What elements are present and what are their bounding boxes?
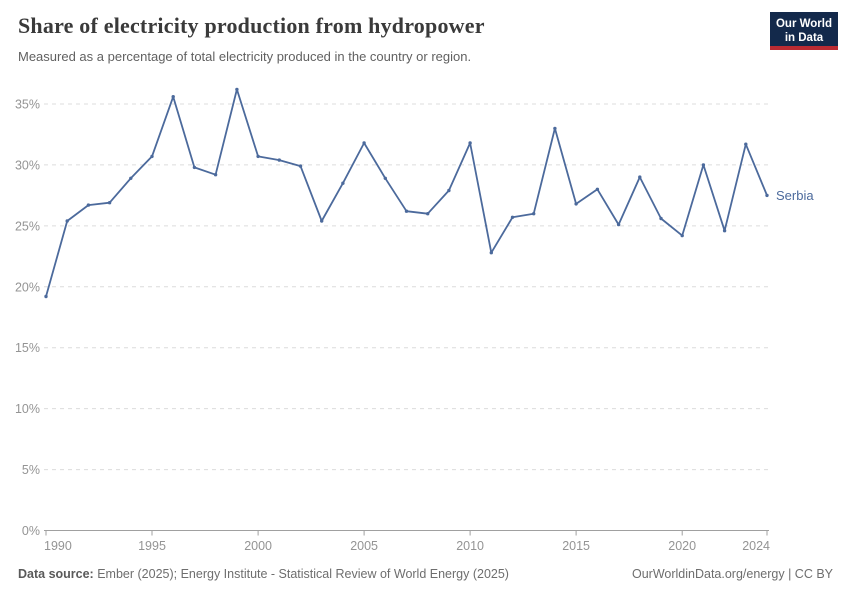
data-point[interactable] (532, 212, 536, 216)
data-point[interactable] (765, 193, 769, 198)
data-point[interactable] (553, 126, 557, 131)
y-tick-label: 15% (15, 341, 40, 355)
data-point[interactable] (616, 222, 621, 227)
data-point[interactable] (298, 164, 303, 168)
data-point[interactable] (447, 188, 451, 193)
x-tick-label: 2005 (350, 539, 378, 553)
data-source-note: Data source: Ember (2025); Energy Instit… (18, 567, 509, 581)
data-point[interactable] (659, 216, 663, 221)
owid-logo-line1: Our World (775, 18, 832, 30)
y-tick-label: 30% (15, 158, 40, 172)
data-point[interactable] (150, 154, 154, 159)
data-point[interactable] (722, 229, 727, 233)
page-title: Share of electricity production from hyd… (18, 13, 485, 38)
y-tick-label: 10% (15, 402, 40, 416)
data-point[interactable] (129, 176, 133, 180)
x-tick-label: 2024 (742, 539, 770, 553)
data-point[interactable] (256, 154, 260, 159)
series-label-serbia: Serbia (776, 188, 814, 203)
data-point[interactable] (65, 219, 69, 223)
owid-logo[interactable]: Our World in Data (770, 12, 838, 50)
data-source-text: Ember (2025); Energy Institute - Statist… (97, 567, 509, 581)
y-tick-label: 20% (15, 280, 40, 294)
data-point[interactable] (574, 202, 578, 206)
data-line[interactable] (45, 88, 768, 297)
credit-link[interactable]: OurWorldinData.org/energy | CC BY (631, 567, 833, 581)
x-tick-label: 2015 (562, 539, 590, 553)
y-tick-label: 25% (15, 219, 40, 233)
data-point[interactable] (638, 175, 642, 179)
data-point[interactable] (107, 201, 112, 205)
x-tick-label: 2000 (244, 539, 272, 553)
data-point[interactable] (320, 219, 324, 223)
data-point[interactable] (595, 187, 600, 191)
data-point[interactable] (426, 212, 430, 216)
owid-logo-line2: in Data (784, 32, 824, 44)
data-point[interactable] (277, 158, 281, 162)
y-tick-label: 5% (22, 463, 40, 477)
data-point[interactable] (341, 181, 345, 185)
data-point[interactable] (362, 141, 366, 145)
page-subtitle: Measured as a percentage of total electr… (18, 49, 472, 64)
data-point[interactable] (404, 209, 409, 213)
x-tick-label: 2020 (668, 539, 696, 553)
x-tick-label: 1995 (138, 539, 166, 553)
data-point[interactable] (489, 251, 493, 255)
data-source-label: Data source: (18, 567, 94, 581)
data-point[interactable] (44, 294, 48, 299)
y-tick-label: 0% (22, 524, 40, 538)
data-point[interactable] (680, 233, 684, 238)
data-point[interactable] (86, 203, 91, 207)
data-point[interactable] (701, 163, 706, 167)
data-point[interactable] (383, 176, 387, 180)
data-point[interactable] (468, 141, 472, 145)
y-tick-label: 35% (15, 98, 40, 112)
data-point[interactable] (213, 173, 218, 177)
data-point[interactable] (171, 95, 175, 99)
data-point[interactable] (744, 142, 748, 146)
chart-footer: Data source: Ember (2025); Energy Instit… (18, 567, 833, 581)
data-point[interactable] (192, 165, 197, 170)
data-point[interactable] (510, 215, 515, 219)
x-tick-label: 1990 (44, 539, 72, 553)
x-tick-label: 2010 (456, 539, 484, 553)
data-point[interactable] (235, 87, 239, 92)
